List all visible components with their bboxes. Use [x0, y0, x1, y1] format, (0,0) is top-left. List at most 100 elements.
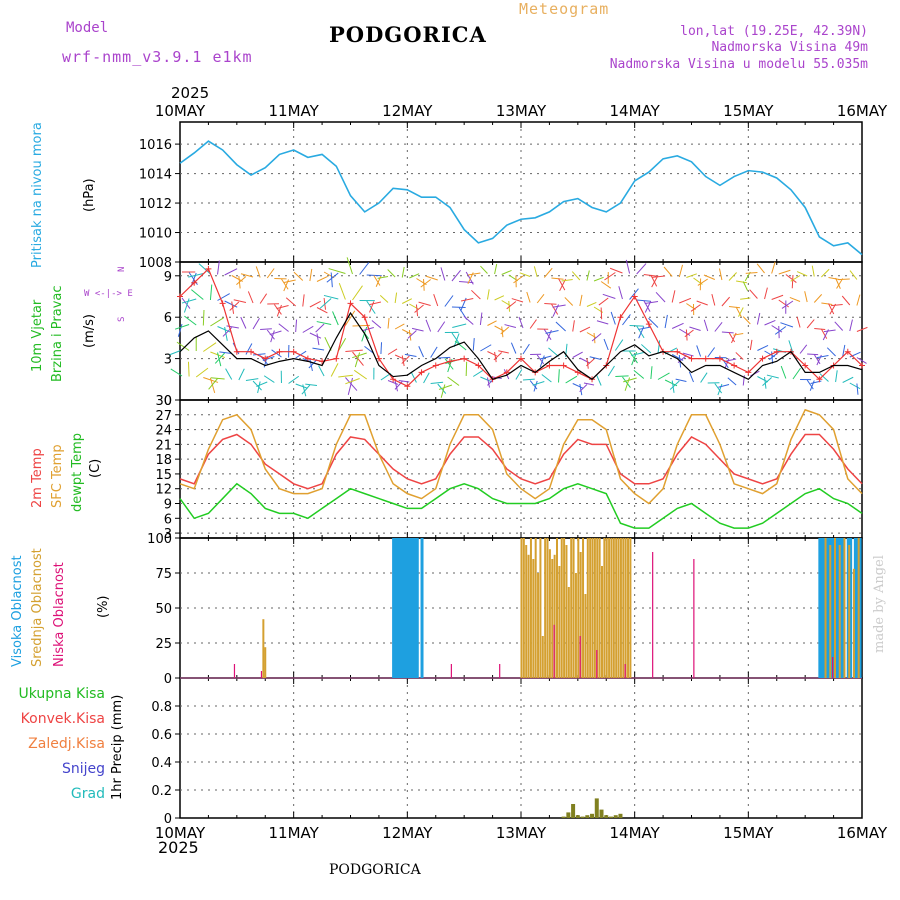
wind-arrow	[309, 332, 322, 339]
cloud-high-bar	[399, 538, 403, 678]
wind-arrow	[813, 294, 823, 303]
wind-arrow	[229, 301, 240, 311]
cloud-mid-bar	[565, 545, 568, 678]
wind-arrow	[369, 301, 382, 306]
y-tick-label: 0	[164, 394, 172, 409]
wind-arrow	[842, 344, 846, 357]
wind-gust-marker	[475, 362, 482, 369]
wind-arrow	[703, 274, 716, 280]
wind-arrow	[598, 297, 609, 306]
y-tick-label: 25	[155, 637, 172, 652]
cloud-mid-bar	[603, 538, 606, 678]
wind-arrow	[418, 301, 431, 306]
wind-arrow	[224, 268, 238, 276]
wind-arrow	[757, 376, 769, 383]
wind-arrow	[579, 384, 588, 393]
wind-arrow	[345, 349, 363, 352]
y-tick-label: 100	[147, 532, 172, 547]
cloud-mid-bar	[570, 538, 573, 678]
wind-arrow	[364, 345, 375, 354]
y-tick-label: 75	[155, 567, 172, 582]
wind-arrow	[591, 333, 602, 342]
precip-bar	[585, 815, 590, 818]
wind-arrow	[420, 279, 431, 288]
wind-arrow	[821, 302, 833, 306]
wind-arrow	[210, 317, 224, 327]
wind-arrow	[792, 367, 801, 380]
wind-arrow	[371, 320, 382, 329]
wind-gust-marker	[333, 355, 340, 362]
wind-arrow	[398, 380, 410, 383]
wind-arrow	[638, 326, 651, 330]
wind-arrow	[583, 382, 595, 386]
wind-arrow	[404, 353, 417, 357]
precip-bar	[608, 816, 613, 818]
wind-arrow	[756, 263, 765, 274]
wind-gust-marker	[844, 348, 851, 355]
cloud-high-bar	[413, 538, 417, 678]
cloud-mid-bar	[553, 554, 556, 678]
wind-arrow	[714, 321, 723, 332]
wind-arrow	[835, 370, 838, 383]
wind-arrow	[586, 358, 595, 367]
wind-arrow	[259, 293, 268, 304]
wind-arrow	[225, 368, 233, 380]
wind-arrow	[387, 317, 390, 329]
wind-gust-marker	[503, 369, 510, 376]
wind-arrow	[799, 344, 808, 354]
cloud-high-bar	[420, 538, 424, 678]
wind-arrow	[544, 303, 557, 305]
cloud-mid-bar	[619, 538, 622, 678]
wind-arrow	[545, 330, 559, 334]
wind-arrow	[319, 298, 332, 309]
wind-arrows	[169, 257, 868, 398]
wind-arrow	[624, 377, 631, 391]
wind-arrow	[740, 297, 751, 300]
wind-arrow	[529, 319, 537, 329]
wind-arrow	[650, 366, 653, 380]
y-tick-label: 9	[164, 270, 172, 285]
wind-arrow	[494, 351, 497, 363]
wind-arrow	[451, 332, 461, 345]
wind-arrow	[318, 365, 325, 377]
wind-arrow	[430, 346, 438, 358]
cloud-high-bar	[403, 538, 407, 678]
wind-arrow	[533, 266, 538, 278]
wind-arrow	[281, 278, 289, 290]
wind-arrow	[324, 336, 332, 351]
wind-arrow	[819, 373, 829, 382]
y-tick-label: 50	[155, 602, 172, 617]
wind-gust-marker	[560, 362, 567, 369]
wind-arrow	[316, 333, 320, 346]
wind-arrow	[188, 273, 204, 278]
wind-arrow	[326, 272, 339, 283]
wind-arrow	[764, 287, 768, 300]
y-tick-label: 6	[164, 311, 172, 326]
cloud-mid-bar	[598, 538, 601, 678]
wind-arrow	[552, 304, 566, 308]
wind-arrow	[593, 276, 604, 282]
wind-arrow	[657, 372, 670, 380]
wind-arrow	[780, 365, 787, 379]
wind-gust-marker	[347, 300, 354, 307]
precip-bar	[594, 798, 599, 818]
wind-arrow	[838, 278, 850, 281]
cloud-mid-bar	[857, 538, 860, 678]
meteogram-label: Meteogram	[519, 0, 610, 18]
wind-arrow	[418, 346, 424, 358]
wind-arrow	[711, 293, 716, 306]
cloud-high-bar	[853, 538, 857, 678]
cloud-mid-bar	[584, 594, 587, 678]
wind-gust-marker	[390, 376, 397, 383]
wind-gust-marker	[404, 383, 411, 390]
precip-legend-freezing: Zaledj.Kisa	[28, 736, 105, 752]
y-tick-label: 1012	[139, 197, 172, 212]
wind-arrow	[604, 272, 616, 281]
wind-arrow	[565, 375, 578, 384]
wind-arrow	[467, 272, 481, 276]
wind-arrow	[745, 272, 758, 274]
wind-arrow	[663, 266, 673, 277]
wind-arrow	[600, 307, 603, 320]
wind-arrow	[700, 372, 708, 383]
precip-bar	[571, 804, 576, 818]
